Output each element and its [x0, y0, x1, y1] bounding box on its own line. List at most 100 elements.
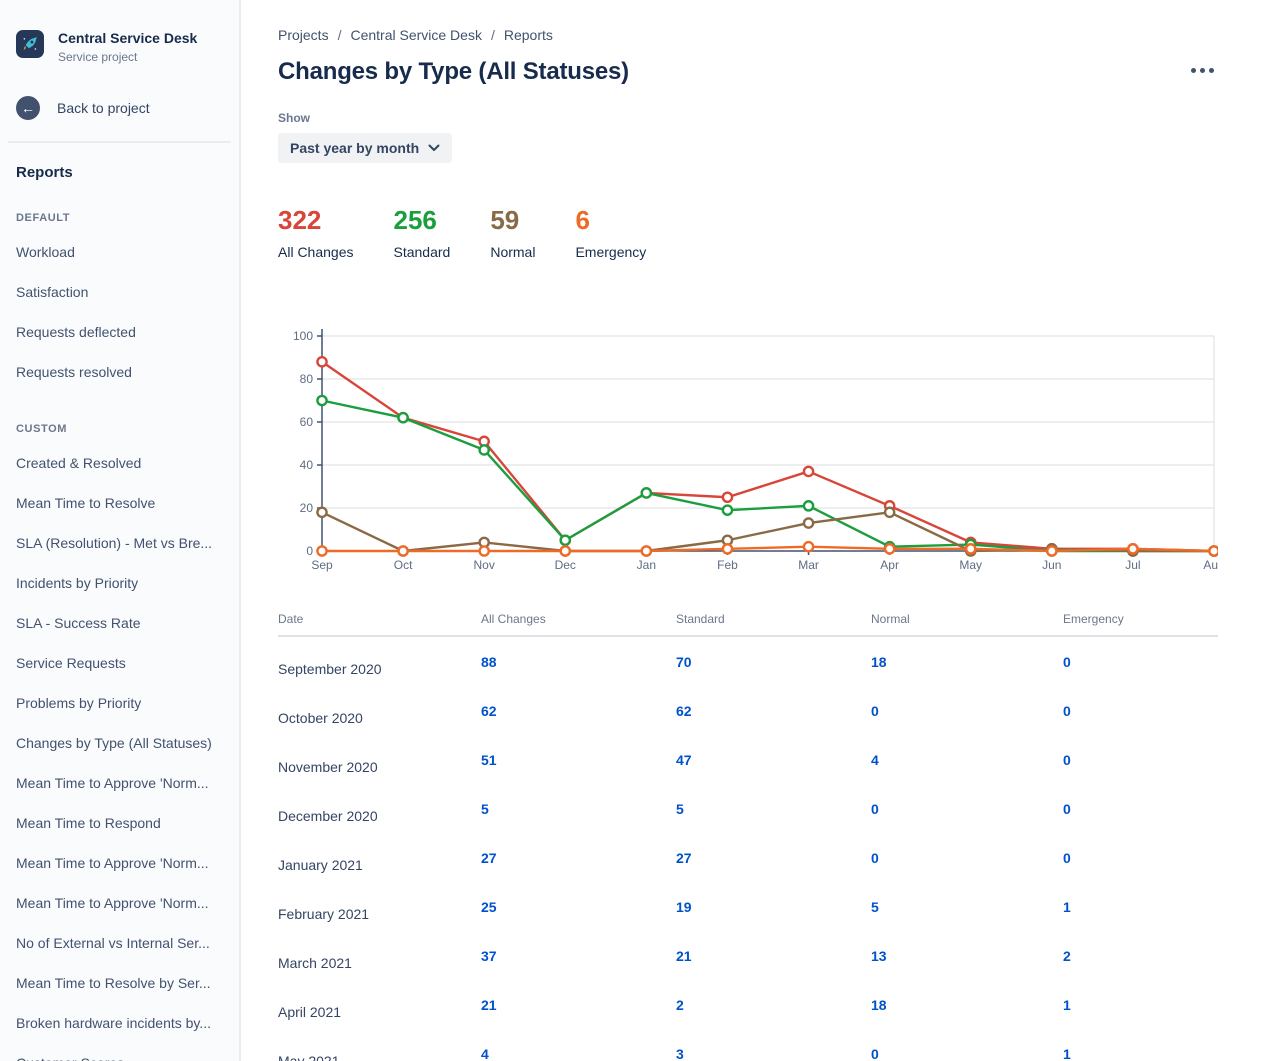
breadcrumb-link-projects[interactable]: Projects	[278, 27, 329, 43]
stat-all-changes: 322 All Changes	[278, 207, 354, 260]
breadcrumb-link-central-service-desk[interactable]: Central Service Desk	[350, 27, 482, 43]
row-value-link[interactable]: 47	[676, 751, 692, 768]
sidebar-item-changes-by-type-all-statuses[interactable]: Changes by Type (All Statuses)	[16, 734, 212, 751]
chart-point[interactable]	[1127, 543, 1139, 555]
more-actions-button[interactable]	[1187, 58, 1218, 83]
chart-point[interactable]	[964, 543, 977, 555]
row-value-link[interactable]: 0	[1063, 653, 1071, 670]
sidebar-item-mean-time-to-approve-norm[interactable]: Mean Time to Approve 'Norm...	[16, 854, 209, 871]
sidebar-item-created-resolved[interactable]: Created & Resolved	[16, 454, 142, 471]
chart-point[interactable]	[559, 534, 572, 547]
row-value-link[interactable]: 4	[481, 1045, 489, 1061]
row-value-link[interactable]: 0	[871, 800, 879, 817]
breadcrumb-link-reports[interactable]: Reports	[503, 27, 553, 43]
sidebar-item-mean-time-to-resolve-by-ser[interactable]: Mean Time to Resolve by Ser...	[16, 974, 211, 991]
sidebar-item-incidents-by-priority[interactable]: Incidents by Priority	[16, 574, 139, 591]
series-line-emergency	[322, 545, 1215, 553]
row-value-link[interactable]: 0	[1063, 800, 1071, 817]
row-value-link[interactable]: 21	[676, 947, 692, 964]
row-value-link[interactable]: 0	[871, 1045, 879, 1061]
x-tick-label: Mar	[798, 558, 819, 572]
row-value-link[interactable]: 5	[676, 800, 684, 817]
chart-point[interactable]	[802, 465, 815, 478]
sidebar-item-problems-by-priority[interactable]: Problems by Priority	[16, 694, 142, 711]
chart-point[interactable]	[316, 545, 328, 557]
chart-point[interactable]	[721, 491, 734, 504]
chart-point[interactable]	[478, 444, 490, 456]
chart-point[interactable]	[883, 506, 896, 519]
chart-point[interactable]	[802, 540, 815, 553]
sidebar-item-requests-deflected[interactable]: Requests deflected	[16, 323, 136, 340]
sidebar-item-service-requests[interactable]: Service Requests	[16, 654, 126, 671]
chart-point[interactable]	[1046, 545, 1058, 557]
sidebar-item-mean-time-to-respond[interactable]: Mean Time to Respond	[16, 814, 161, 831]
row-value-link[interactable]: 1	[1063, 1045, 1071, 1061]
row-date: November 2020	[278, 758, 378, 775]
chart-point[interactable]	[316, 394, 328, 407]
row-value-link[interactable]: 18	[871, 653, 887, 670]
row-value-link[interactable]: 70	[676, 653, 692, 670]
series-line-all-changes	[321, 360, 1215, 553]
sidebar-item-broken-hardware-incidents-by[interactable]: Broken hardware incidents by...	[16, 1014, 212, 1031]
back-to-project-button[interactable]: ← Back to project	[0, 95, 239, 120]
row-value-link[interactable]: 88	[481, 653, 497, 670]
row-value-link[interactable]: 51	[481, 751, 497, 768]
row-date: March 2021	[278, 954, 352, 971]
row-value-link[interactable]: 27	[676, 849, 692, 866]
row-date: September 2020	[278, 660, 382, 677]
sidebar-item-sla-success-rate[interactable]: SLA - Success Rate	[16, 614, 141, 631]
row-value-link[interactable]: 37	[481, 947, 497, 964]
chart-point[interactable]	[802, 517, 815, 529]
row-value-link[interactable]: 27	[481, 849, 497, 866]
row-value-link[interactable]: 13	[871, 947, 887, 964]
row-value-link[interactable]: 0	[1063, 849, 1071, 866]
x-tick-label: Aug	[1203, 558, 1218, 572]
chart-point[interactable]	[478, 545, 490, 557]
sidebar-item-workload[interactable]: Workload	[16, 243, 75, 260]
sidebar-item-no-of-external-vs-internal-ser[interactable]: No of External vs Internal Ser...	[16, 934, 210, 951]
row-value-link[interactable]: 2	[1063, 947, 1071, 964]
row-value-link[interactable]: 1	[1063, 996, 1071, 1013]
row-value-link[interactable]: 18	[871, 996, 887, 1013]
sidebar-item-mean-time-to-resolve[interactable]: Mean Time to Resolve	[16, 494, 156, 511]
chart-point[interactable]	[640, 545, 653, 557]
row-value-link[interactable]: 4	[871, 751, 879, 768]
chart-point[interactable]	[1208, 545, 1220, 557]
row-value-link[interactable]: 19	[676, 898, 692, 915]
sidebar-item-customer-scores[interactable]: Customer Scores	[0, 1043, 239, 1061]
row-value-link[interactable]: 5	[481, 800, 489, 817]
row-value-link[interactable]: 0	[871, 702, 879, 719]
row-value-link[interactable]: 0	[1063, 751, 1071, 768]
chart-point[interactable]	[559, 545, 572, 557]
y-tick-label: 20	[300, 501, 314, 515]
row-value-link[interactable]: 3	[676, 1045, 684, 1061]
row-value-link[interactable]: 62	[481, 702, 497, 719]
row-value-link[interactable]: 5	[871, 898, 879, 915]
row-value-link[interactable]: 1	[1063, 898, 1071, 915]
chart-point[interactable]	[721, 504, 734, 516]
chart-point[interactable]	[802, 500, 815, 512]
sidebar-item-mean-time-to-approve-norm[interactable]: Mean Time to Approve 'Norm...	[16, 894, 209, 911]
row-value-link[interactable]: 62	[676, 702, 692, 719]
chart-point[interactable]	[397, 545, 409, 557]
row-value-link[interactable]: 25	[481, 898, 497, 915]
chart-point[interactable]	[640, 487, 653, 499]
sidebar-item-requests-resolved[interactable]: Requests resolved	[16, 363, 132, 380]
row-value-link[interactable]: 2	[676, 996, 684, 1013]
chart-point[interactable]	[316, 356, 328, 368]
chart-point[interactable]	[316, 506, 328, 519]
chart-point[interactable]	[721, 543, 734, 555]
stat-value-normal: 59	[490, 205, 520, 235]
sidebar-item-sla-resolution-met-vs-bre[interactable]: SLA (Resolution) - Met vs Bre...	[16, 534, 213, 551]
sidebar-item-satisfaction[interactable]: Satisfaction	[16, 283, 89, 300]
table-row: April 2021 21 2 18 1	[278, 980, 1218, 1029]
chart-point[interactable]	[397, 411, 409, 424]
row-value-link[interactable]: 0	[1063, 702, 1071, 719]
row-value-link[interactable]: 0	[871, 849, 879, 866]
sidebar-item-mean-time-to-approve-norm[interactable]: Mean Time to Approve 'Norm...	[16, 774, 209, 791]
chart-point[interactable]	[883, 543, 896, 555]
row-value-link[interactable]: 21	[481, 996, 497, 1013]
table-row: November 2020 51 47 4 0	[278, 735, 1218, 784]
period-dropdown[interactable]: Past year by month	[278, 133, 453, 163]
